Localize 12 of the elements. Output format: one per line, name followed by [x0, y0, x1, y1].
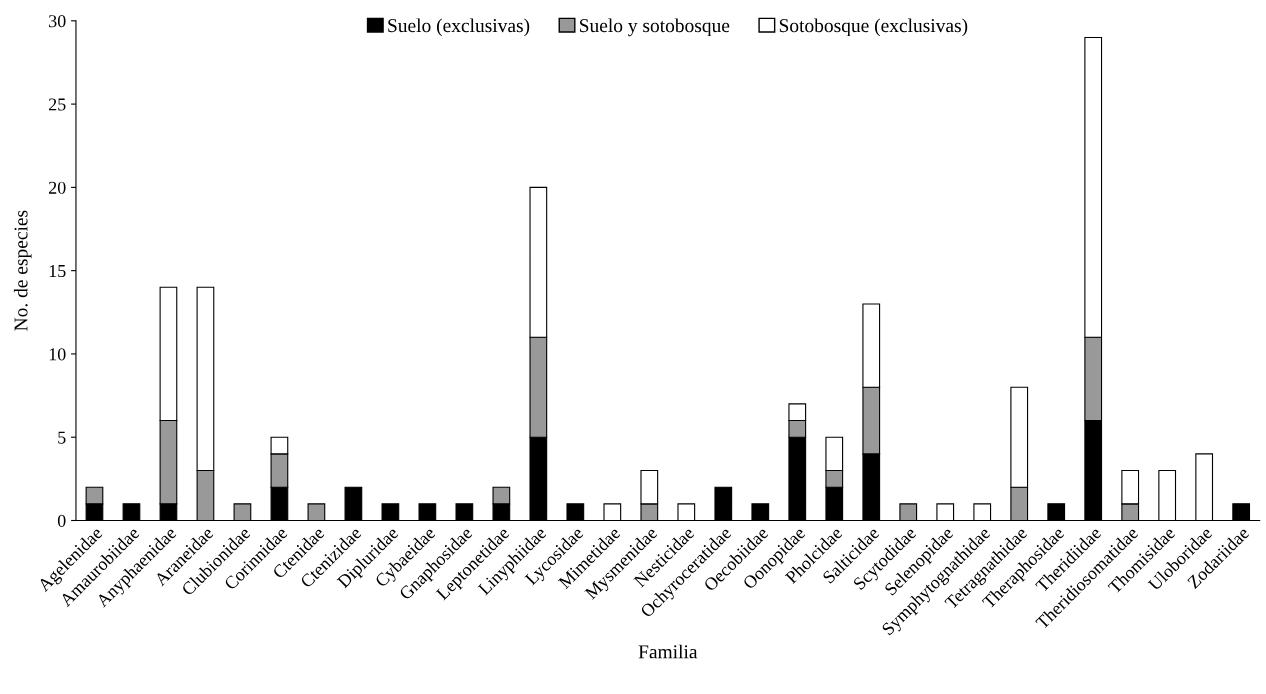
legend-label: Suelo (exclusivas) [388, 18, 530, 37]
y-tick-label: 15 [49, 265, 66, 278]
legend-label: Suelo y sotobosque [579, 18, 730, 37]
y-tick-label: 20 [48, 181, 66, 194]
y-axis-title: No. de especies [13, 210, 32, 331]
y-tick-label: 10 [49, 348, 66, 361]
y-tick-label: 5 [58, 431, 66, 444]
y-tick-label: 30 [49, 15, 66, 28]
y-tick-label: 0 [57, 514, 66, 527]
y-tick-label: 25 [48, 98, 66, 111]
x-axis-title: Familia [638, 644, 698, 659]
legend-label: Sotobosque (exclusivas) [779, 18, 968, 37]
